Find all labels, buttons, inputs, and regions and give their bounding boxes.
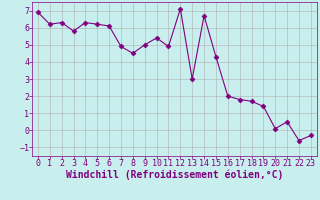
X-axis label: Windchill (Refroidissement éolien,°C): Windchill (Refroidissement éolien,°C) xyxy=(66,169,283,180)
